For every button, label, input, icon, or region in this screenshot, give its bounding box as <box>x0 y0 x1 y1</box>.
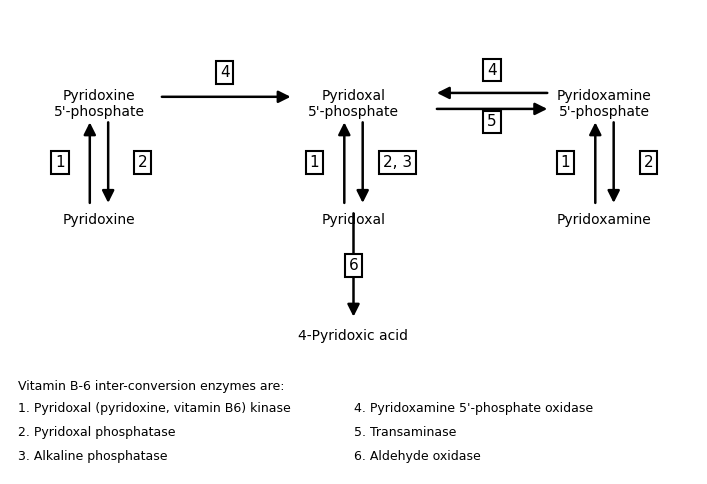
Text: 4: 4 <box>220 65 230 80</box>
Text: Pyridoxal
5'-phosphate: Pyridoxal 5'-phosphate <box>308 89 399 119</box>
Text: 4-Pyridoxic acid: 4-Pyridoxic acid <box>298 330 409 343</box>
Text: 2: 2 <box>138 155 148 170</box>
Text: 4: 4 <box>487 63 497 77</box>
Text: 1: 1 <box>55 155 65 170</box>
Text: Pyridoxine: Pyridoxine <box>63 213 135 227</box>
Text: 1. Pyridoxal (pyridoxine, vitamin B6) kinase: 1. Pyridoxal (pyridoxine, vitamin B6) ki… <box>18 402 291 415</box>
Text: 2, 3: 2, 3 <box>382 155 412 170</box>
Text: 6. Aldehyde oxidase: 6. Aldehyde oxidase <box>354 450 480 463</box>
Text: 2: 2 <box>643 155 653 170</box>
Text: 5: 5 <box>487 115 497 129</box>
Text: Pyridoxine
5'-phosphate: Pyridoxine 5'-phosphate <box>54 89 144 119</box>
Text: Pyridoxal: Pyridoxal <box>322 213 385 227</box>
Text: Pyridoxamine
5'-phosphate: Pyridoxamine 5'-phosphate <box>557 89 652 119</box>
Text: 1: 1 <box>310 155 320 170</box>
Text: 1: 1 <box>561 155 571 170</box>
Text: Vitamin B-6 inter-conversion enzymes are:: Vitamin B-6 inter-conversion enzymes are… <box>18 380 284 393</box>
Text: 3. Alkaline phosphatase: 3. Alkaline phosphatase <box>18 450 167 463</box>
Text: Pyridoxamine: Pyridoxamine <box>557 213 652 227</box>
Text: 2. Pyridoxal phosphatase: 2. Pyridoxal phosphatase <box>18 426 175 439</box>
Text: 5. Transaminase: 5. Transaminase <box>354 426 456 439</box>
Text: 4. Pyridoxamine 5'-phosphate oxidase: 4. Pyridoxamine 5'-phosphate oxidase <box>354 402 592 415</box>
Text: 6: 6 <box>349 258 358 272</box>
